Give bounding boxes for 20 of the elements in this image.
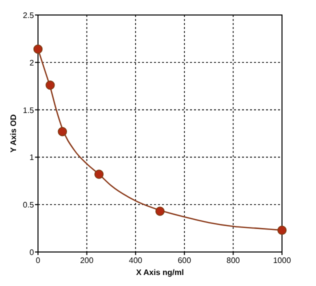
y-tick-label: 0 [30, 248, 35, 257]
y-tick-label: 2 [30, 58, 35, 68]
point [33, 44, 43, 54]
y-tick-label: 1.5 [22, 106, 35, 115]
x-tick-label: 600 [178, 256, 192, 265]
y-tick-label: 2.5 [22, 11, 35, 20]
point [155, 206, 165, 216]
y-tick-label: 0.5 [22, 200, 35, 210]
point [94, 170, 104, 179]
x-tick-label: 800 [226, 256, 240, 265]
point [277, 226, 287, 235]
x-axis-title: X Axis ng/ml [136, 268, 184, 277]
point [58, 127, 67, 136]
point [46, 80, 55, 90]
x-tick-label: 200 [80, 256, 94, 265]
y-axis-title: Y Axis OD [9, 114, 18, 153]
x-tick-label: 0 [36, 256, 41, 265]
x-tick-label: 400 [128, 256, 143, 265]
y-tick-label: 1 [30, 153, 35, 162]
x-tick-label: 1000 [273, 256, 292, 265]
